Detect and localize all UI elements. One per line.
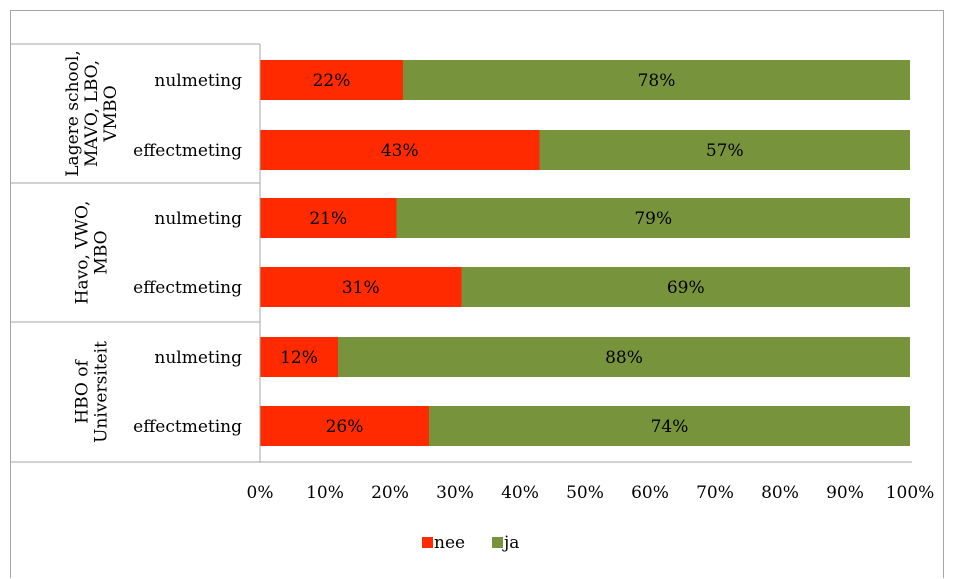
group-label: Lagere school,MAVO, LBO,VMBO <box>63 50 121 176</box>
data-label-ja: 74% <box>651 417 689 437</box>
chart-frame <box>10 10 944 578</box>
group-label: HBO ofUniversiteit <box>73 341 112 443</box>
labels-layer: 22% 78% nulmeting 43% 57% effectmeting 21% 79% n… <box>63 50 744 443</box>
bar-segment-nee <box>260 130 540 170</box>
category-label: nulmeting <box>154 348 242 368</box>
bar-segment-ja <box>461 267 910 307</box>
x-tick-label: 10% <box>306 483 344 503</box>
group-label-line: MBO <box>92 230 112 274</box>
data-label-ja: 69% <box>667 278 705 298</box>
legend-label-nee: nee <box>434 533 465 553</box>
bar-segment-ja <box>338 337 910 377</box>
data-label-nee: 31% <box>342 278 380 298</box>
data-label-nee: 26% <box>326 417 364 437</box>
bar-segment-nee <box>260 198 397 238</box>
bar-segment-nee <box>260 337 338 377</box>
category-label: nulmeting <box>154 71 242 91</box>
bar-segment-ja <box>403 60 910 100</box>
x-tick-label: 100% <box>886 483 935 503</box>
bar-segment-ja <box>539 130 910 170</box>
category-label: effectmeting <box>133 141 242 161</box>
x-tick-label: 80% <box>761 483 799 503</box>
data-label-ja: 79% <box>634 209 672 229</box>
legend-swatch-ja <box>492 537 503 548</box>
x-tick-label: 40% <box>501 483 539 503</box>
x-tick-label: 50% <box>566 483 604 503</box>
group-label-line: Lagere school, <box>63 50 83 176</box>
legend: nee ja <box>422 533 519 553</box>
x-tick-label: 20% <box>371 483 409 503</box>
group-label-line: Universiteit <box>92 341 112 443</box>
bars-layer <box>260 60 910 446</box>
group-label-line: VMBO <box>101 85 121 142</box>
bar-segment-ja <box>429 406 910 446</box>
x-tick-label: 60% <box>631 483 669 503</box>
x-tick-label: 30% <box>436 483 474 503</box>
legend-label-ja: ja <box>502 533 519 553</box>
bar-segment-nee <box>260 267 462 307</box>
data-label-ja: 57% <box>706 141 744 161</box>
category-label: effectmeting <box>133 417 242 437</box>
group-label-line: Havo, VWO, <box>73 201 93 305</box>
group-label: Havo, VWO,MBO <box>73 201 112 305</box>
data-label-nee: 43% <box>381 141 419 161</box>
group-label-line: HBO of <box>73 359 93 424</box>
data-label-ja: 78% <box>638 71 676 91</box>
data-label-nee: 12% <box>280 348 318 368</box>
axes-layer: 0% 10% 20% 30% 40% 50% 60% 70% 80% 90% 100% <box>11 43 935 503</box>
data-label-nee: 21% <box>309 209 347 229</box>
x-tick-label: 90% <box>826 483 864 503</box>
group-label-line: MAVO, LBO, <box>82 60 102 167</box>
x-tick-label: 0% <box>247 483 274 503</box>
bar-segment-nee <box>260 406 429 446</box>
data-label-nee: 22% <box>313 71 351 91</box>
legend-swatch-nee <box>422 537 433 548</box>
category-label: nulmeting <box>154 209 242 229</box>
category-label: effectmeting <box>133 278 242 298</box>
bar-segment-ja <box>396 198 910 238</box>
data-label-ja: 88% <box>605 348 643 368</box>
x-tick-label: 70% <box>696 483 734 503</box>
bar-segment-nee <box>260 60 403 100</box>
